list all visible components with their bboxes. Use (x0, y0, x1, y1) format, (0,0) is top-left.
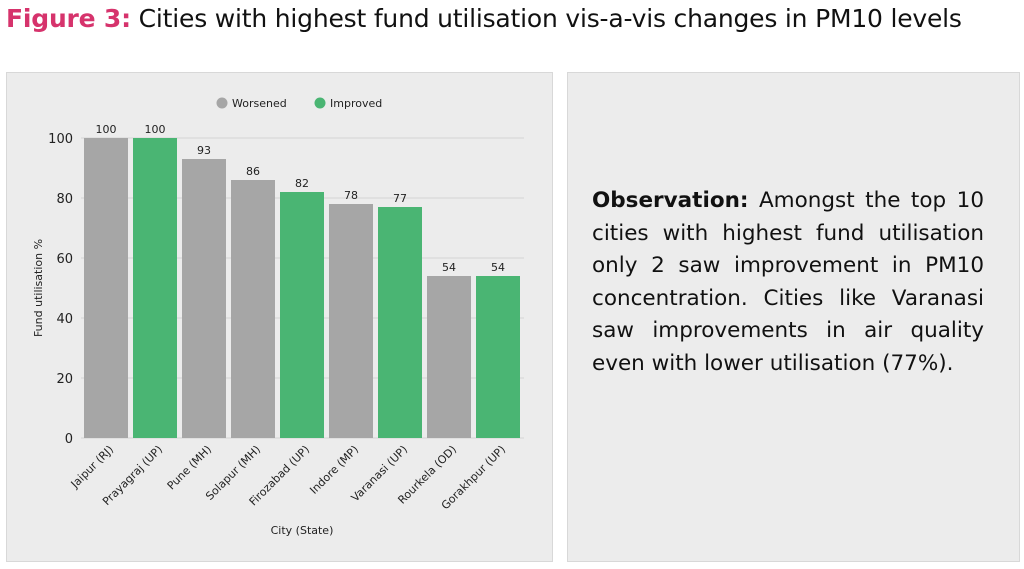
data-label: 82 (295, 177, 309, 190)
data-label: 77 (393, 192, 407, 205)
bar-varanasi-up (378, 207, 422, 438)
x-tick-label: Jaipur (RJ) (68, 443, 116, 491)
bar-prayagraj-up (133, 138, 177, 438)
legend-label-worsened: Worsened (232, 97, 287, 110)
y-tick-label: 20 (56, 372, 73, 387)
bar-indore-mp (329, 204, 373, 438)
bar-rourkela-od (427, 276, 471, 438)
data-label: 78 (344, 189, 358, 202)
figure-title: Figure 3: Cities with highest fund utili… (6, 4, 962, 33)
data-label: 54 (442, 261, 456, 274)
y-tick-label: 80 (56, 192, 73, 207)
bar-chart: 0 20 40 60 80 100 Fund utilisation % 100 Jaipur … (32, 97, 524, 537)
data-label: 86 (246, 165, 260, 178)
data-label: 100 (96, 123, 117, 136)
legend-label-improved: Improved (330, 97, 382, 110)
bar-jaipur-rj (84, 138, 128, 438)
legend-marker-worsened (216, 97, 228, 109)
observation-text: Observation: Amongst the top 10 cities w… (592, 185, 984, 380)
y-tick-label: 60 (56, 252, 73, 267)
chart-panel: 0 20 40 60 80 100 Fund utilisation % 100 Jaipur … (6, 72, 553, 562)
data-label: 54 (491, 261, 505, 274)
bar-pune-mh (182, 159, 226, 438)
y-tick-label: 0 (65, 432, 73, 447)
figure-caption: Cities with highest fund utilisation vis… (130, 4, 962, 33)
bar-gorakhpur-up (476, 276, 520, 438)
x-axis-label: City (State) (271, 524, 334, 537)
x-tick-label: Pune (MH) (165, 443, 214, 492)
figure-number: Figure 3: (6, 4, 131, 33)
bar-solapur-mh (231, 180, 275, 438)
data-label: 100 (145, 123, 166, 136)
y-tick-label: 100 (48, 132, 73, 147)
data-label: 93 (197, 144, 211, 157)
y-axis-label: Fund utilisation % (32, 239, 45, 337)
observation-label: Observation: (592, 188, 749, 213)
legend-marker-improved (314, 97, 326, 109)
x-tick-label: Indore (MP) (307, 443, 361, 497)
observation-panel: Observation: Amongst the top 10 cities w… (567, 72, 1020, 562)
y-tick-label: 40 (56, 312, 73, 327)
bar-firozabad-up (280, 192, 324, 438)
observation-body: Amongst the top 10 cities with highest f… (592, 188, 984, 376)
